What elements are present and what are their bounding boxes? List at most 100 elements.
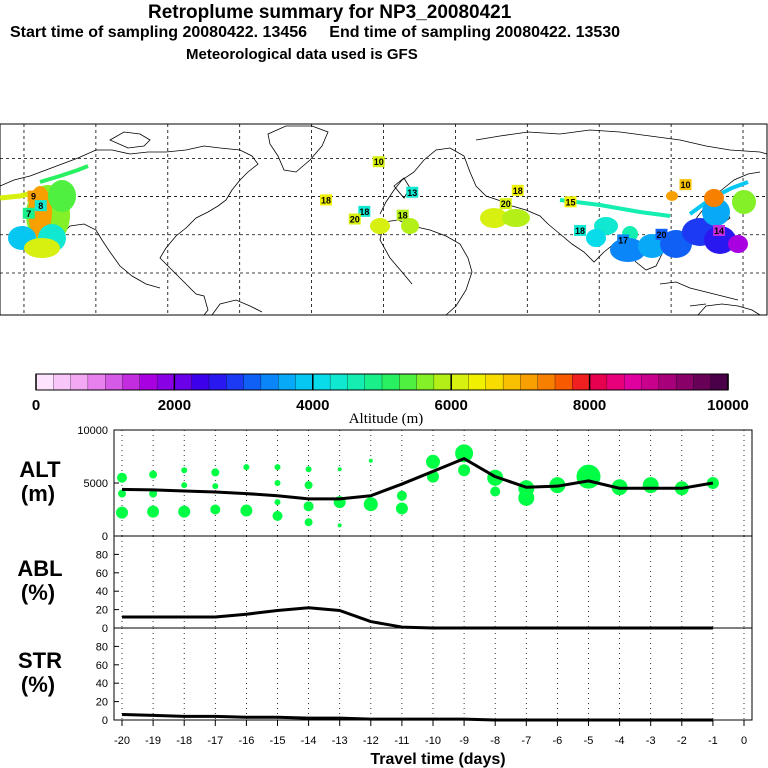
x-tick-label: -3	[646, 735, 656, 747]
panel-str: 80 60 40 20 0 STR(%)	[18, 627, 753, 727]
colorbar-cell	[35, 373, 54, 391]
y-tick-label: 40	[96, 586, 108, 598]
median-altitude-line	[121, 457, 714, 501]
colorbar-cell	[554, 373, 573, 391]
map-label-swatch	[679, 179, 692, 191]
altitude-blob	[396, 490, 407, 501]
x-tick-label: -4	[615, 735, 625, 747]
map-day-label: 13	[407, 188, 417, 198]
x-tick-label: -10	[425, 735, 441, 747]
x-tick-label: 0	[741, 735, 747, 747]
map-day-label: 8	[38, 201, 43, 211]
altitude-blob	[272, 510, 283, 521]
y-tick-label: 40	[96, 678, 108, 690]
map-label-swatch	[319, 194, 332, 206]
map-day-label: 15	[565, 197, 575, 207]
y-tick-label: 60	[96, 568, 108, 580]
x-tick-label: -8	[490, 735, 500, 747]
colorbar-cell	[502, 373, 522, 391]
map-day-label: 10	[374, 157, 384, 167]
colorbar-cell	[589, 373, 608, 391]
y-tick-label: 80	[96, 641, 108, 653]
colorbar-cell	[658, 373, 677, 391]
x-tick-label: -14	[301, 735, 317, 747]
altitude-blob	[274, 499, 281, 506]
colorbar-tick-label: 4000	[296, 397, 329, 414]
altitude-blob	[518, 489, 535, 506]
colorbar-cells	[35, 373, 729, 391]
altitude-blob	[337, 523, 342, 528]
map-day-label: 17	[618, 236, 628, 246]
colorbar-cell	[381, 373, 400, 391]
y-tick-label: 60	[96, 660, 108, 672]
altitude-blob	[178, 505, 191, 518]
altitude-blob	[118, 489, 126, 498]
panel-label-unit: (m)	[21, 481, 55, 506]
colorbar-cell	[139, 373, 158, 391]
colorbar-cell	[312, 373, 331, 391]
plume-blob	[666, 191, 678, 201]
map-label-swatch	[358, 205, 371, 217]
altitude-blob	[455, 444, 474, 463]
x-tick-label: -20	[114, 735, 130, 747]
altitude-blob	[181, 482, 188, 489]
map-day-label: 20	[350, 215, 360, 225]
plume-blob	[480, 208, 508, 228]
map-label-swatch	[511, 184, 524, 196]
colorbar-cell	[364, 373, 383, 391]
colorbar-cell	[53, 373, 72, 391]
altitude-blob	[181, 467, 188, 474]
abl-fraction-line	[122, 606, 713, 630]
plume-blob	[401, 218, 419, 234]
colorbar-cell	[606, 373, 625, 391]
map-day-label: 7	[26, 209, 31, 219]
x-tick-label: -2	[677, 735, 687, 747]
altitude-blob	[363, 497, 378, 512]
map-day-label: 18	[359, 207, 369, 217]
panel-label-name: ALT	[19, 457, 61, 482]
colorbar-title: Altitude (m)	[349, 411, 424, 427]
chart-title: Retroplume summary for NP3_20080421	[148, 2, 512, 23]
x-tick-label: -1	[708, 735, 718, 747]
plume-blob	[704, 226, 736, 254]
colorbar-tick-label: 0	[32, 397, 40, 414]
map-label-swatch	[372, 156, 385, 168]
altitude-blob	[395, 502, 408, 515]
map-label-swatch	[34, 200, 47, 212]
x-axis-title: Travel time (days)	[370, 751, 505, 768]
map-day-label: 18	[398, 211, 408, 221]
x-tick-label: -19	[145, 735, 161, 747]
altitude-blob	[210, 504, 221, 515]
map-label-swatch	[655, 228, 668, 240]
colorbar-cell	[156, 373, 176, 391]
panel-label-name: ABL	[17, 556, 62, 581]
colorbar-cell	[295, 373, 314, 391]
altitude-blob	[116, 506, 128, 519]
colorbar-tick-label: 2000	[158, 397, 191, 414]
map-day-label: 14	[714, 226, 724, 236]
y-tick-label: 10000	[77, 425, 108, 437]
meteo-source: Meteorological data used is GFS	[186, 46, 418, 63]
colorbar-cell	[433, 373, 452, 391]
y-tick-label: 0	[102, 623, 108, 635]
altitude-blob	[490, 486, 501, 497]
colorbar-cell	[87, 373, 106, 391]
map-day-label: 18	[575, 226, 585, 236]
y-tick-label: 20	[96, 605, 108, 617]
x-tick-label: -16	[238, 735, 254, 747]
colorbar-cell	[347, 373, 366, 391]
time-series-panels: 1000050000ALT(m)806040200ABL(%)806040200…	[17, 425, 753, 727]
altitude-blob	[212, 483, 219, 490]
altitude-blob	[576, 464, 601, 489]
panel-label-unit: (%)	[21, 672, 55, 697]
x-tick-label: -6	[553, 735, 563, 747]
map-label-swatch	[499, 198, 512, 210]
altitude-blob	[337, 467, 342, 472]
colorbar-cell	[675, 373, 695, 391]
map-label-swatch	[406, 186, 419, 198]
altitude-blob	[305, 466, 312, 473]
x-tick-label: -17	[207, 735, 223, 747]
